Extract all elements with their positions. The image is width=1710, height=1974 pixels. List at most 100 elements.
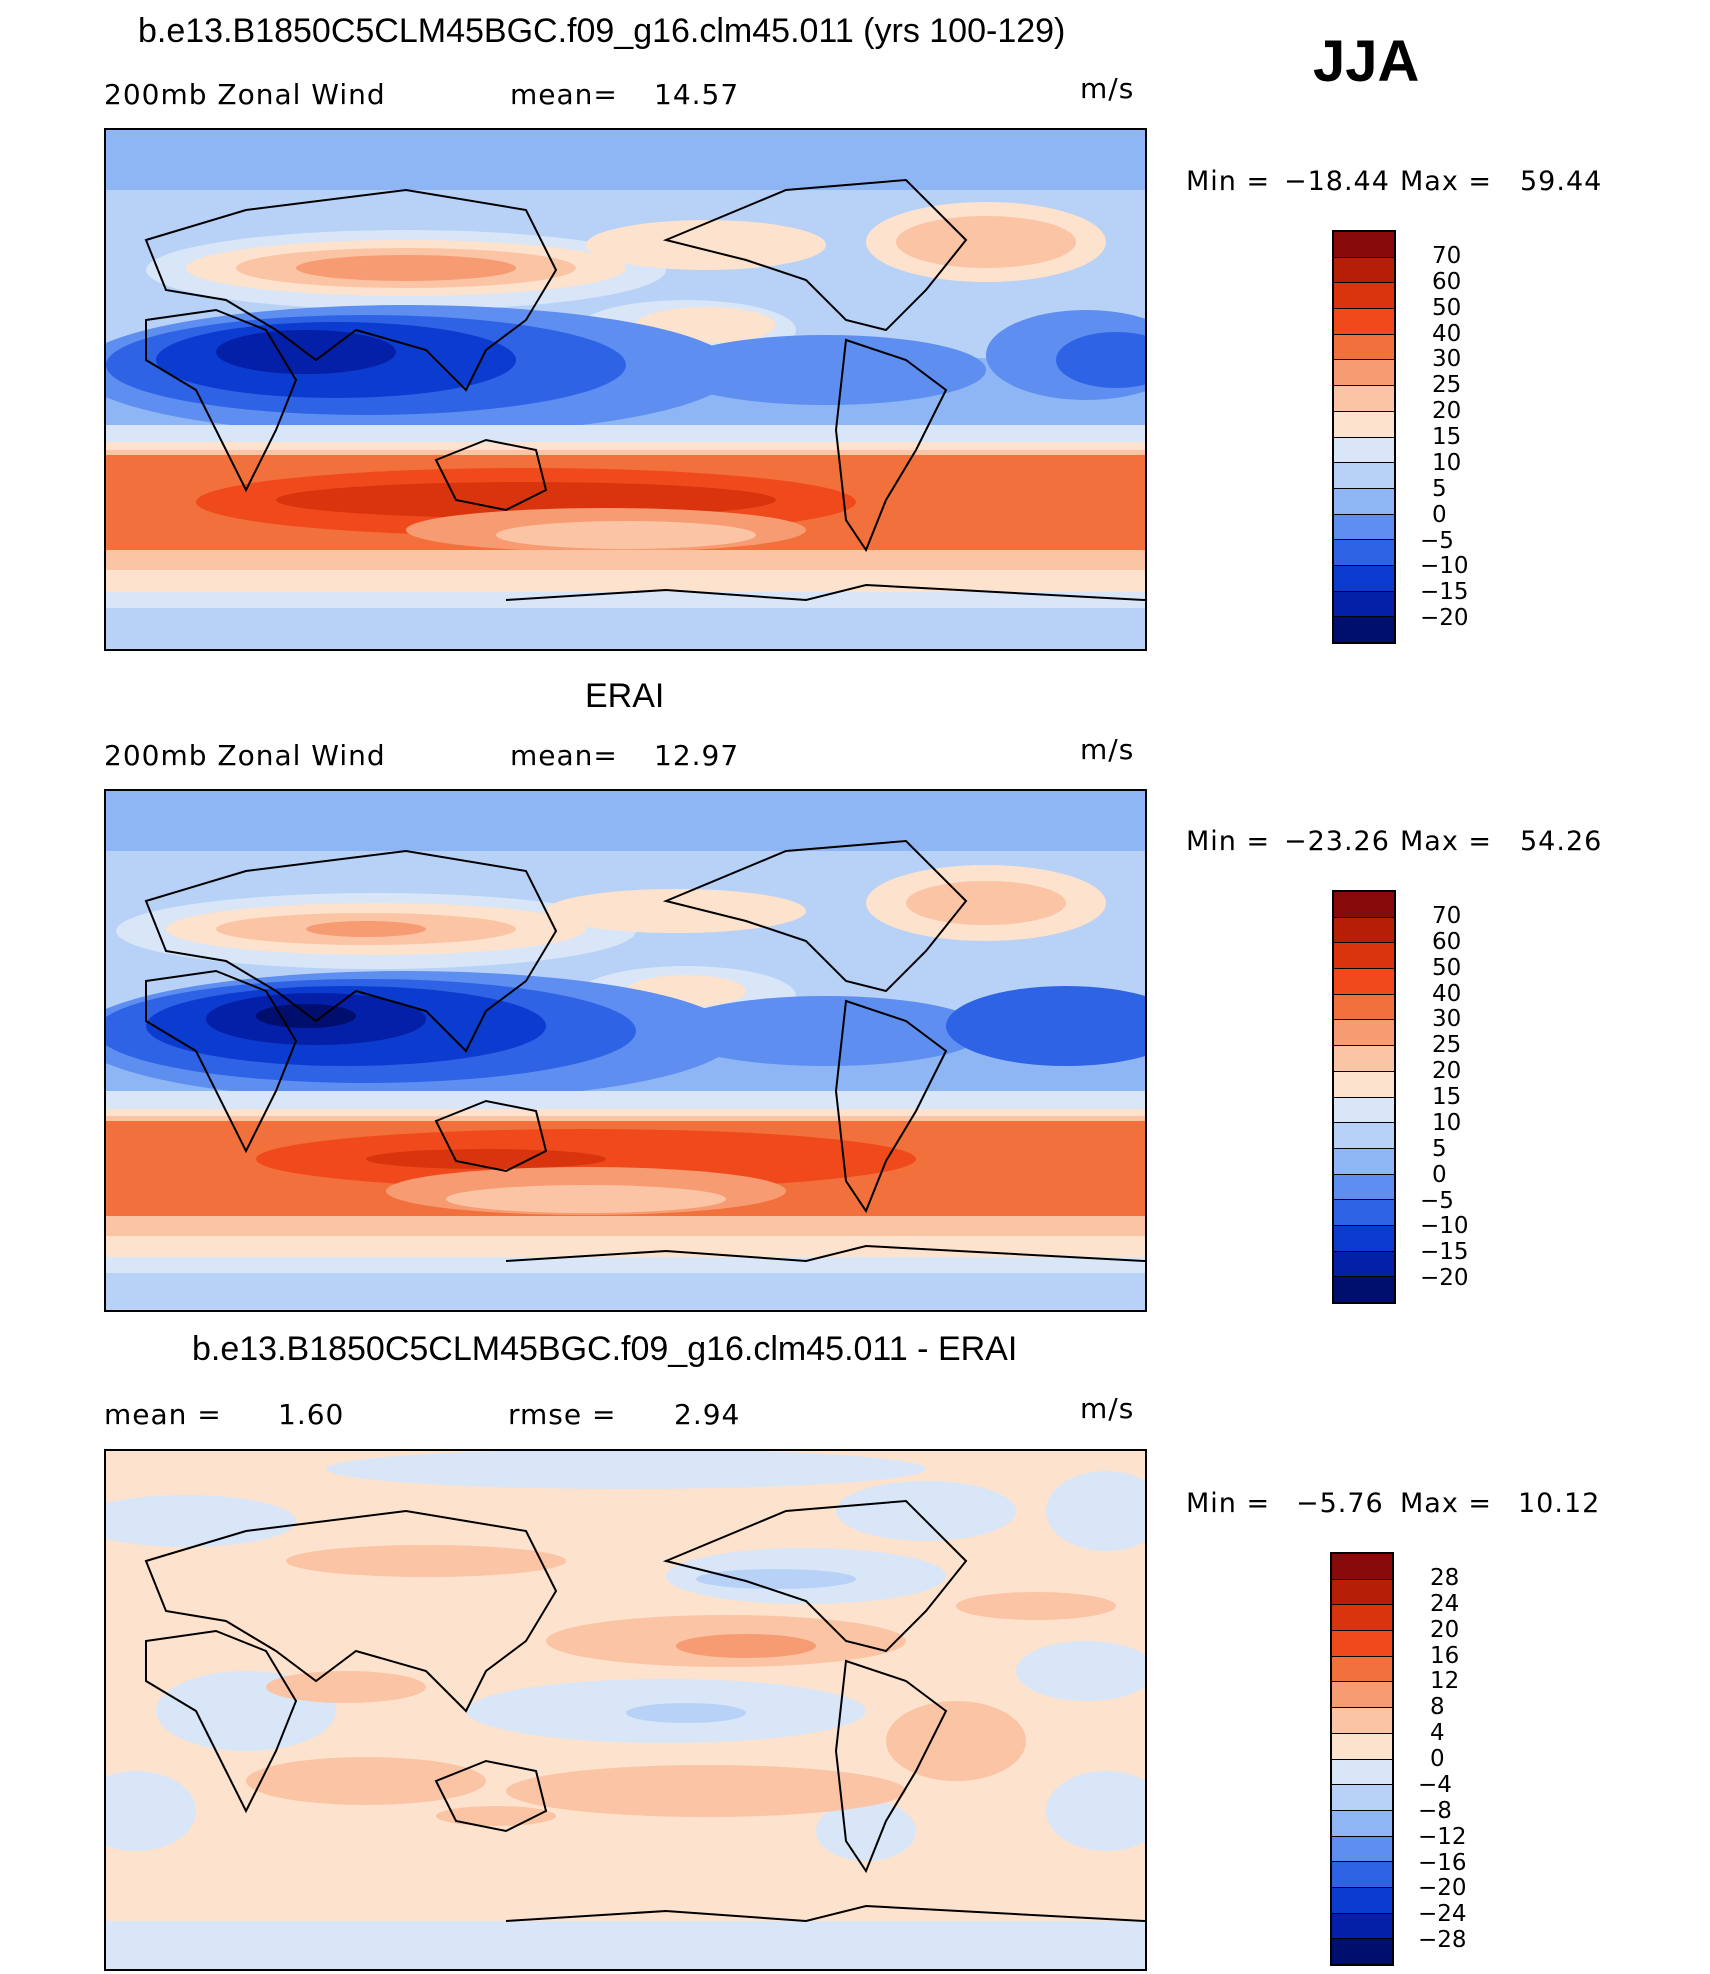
colorbar-tick-label: −28 bbox=[1418, 1927, 1467, 1954]
panel3-mean-label: mean = bbox=[104, 1398, 222, 1431]
colorbar-tick-label: −20 bbox=[1420, 605, 1469, 632]
panel3-units: m/s bbox=[1080, 1392, 1135, 1425]
panel2-min-label: Min = bbox=[1186, 826, 1271, 857]
colorbar-swatch bbox=[1334, 257, 1394, 284]
panel1-colorbar bbox=[1332, 230, 1396, 644]
colorbar-swatch bbox=[1334, 437, 1394, 464]
panel3-max-label: Max = bbox=[1400, 1488, 1493, 1519]
panel3-mean-value: 1.60 bbox=[278, 1398, 345, 1431]
panel3-min-value: −5.76 bbox=[1296, 1488, 1384, 1519]
colorbar-swatch bbox=[1334, 309, 1394, 335]
panel1-min-label: Min = bbox=[1186, 166, 1271, 197]
colorbar-swatch bbox=[1332, 1656, 1392, 1683]
colorbar-swatch bbox=[1332, 1887, 1392, 1914]
panel2-mean-value: 12.97 bbox=[654, 739, 740, 772]
colorbar-swatch bbox=[1332, 1939, 1392, 1964]
panel2-variable: 200mb Zonal Wind bbox=[104, 739, 386, 772]
colorbar-tick-label: −20 bbox=[1420, 1265, 1469, 1292]
colorbar-tick-label: 10 bbox=[1432, 1109, 1462, 1136]
colorbar-tick-label: 70 bbox=[1432, 902, 1462, 929]
panel2-title: ERAI bbox=[585, 677, 665, 715]
colorbar-tick-label: 60 bbox=[1432, 928, 1462, 955]
colorbar-tick-label: 40 bbox=[1432, 320, 1462, 347]
colorbar-swatch bbox=[1334, 1071, 1394, 1098]
panel1-title: b.e13.B1850C5CLM45BGC.f09_g16.clm45.011 … bbox=[138, 12, 1066, 50]
colorbar-swatch bbox=[1334, 1174, 1394, 1201]
colorbar-tick-label: 40 bbox=[1432, 980, 1462, 1007]
colorbar-tick-label: −15 bbox=[1420, 1239, 1469, 1266]
colorbar-tick-label: 0 bbox=[1432, 501, 1447, 528]
panel1-contour-field bbox=[106, 130, 1145, 649]
colorbar-swatch bbox=[1334, 488, 1394, 515]
colorbar-swatch bbox=[1334, 617, 1394, 642]
panel1-colorbar-labels: 70 60 50 40 30 25 20 15 10 5 0 −5 −10 −15 −20 bbox=[1420, 230, 1500, 644]
colorbar-swatch bbox=[1332, 1913, 1392, 1940]
colorbar-swatch bbox=[1332, 1631, 1392, 1657]
colorbar-tick-label: 24 bbox=[1430, 1590, 1460, 1617]
colorbar-swatch bbox=[1334, 917, 1394, 944]
colorbar-swatch bbox=[1334, 540, 1394, 566]
colorbar-swatch bbox=[1334, 969, 1394, 995]
colorbar-tick-label: −5 bbox=[1420, 527, 1454, 554]
colorbar-tick-label: 25 bbox=[1432, 1032, 1462, 1059]
panel3-colorbar-labels: 28 24 20 16 12 8 4 0 −4 −8 −12 −16 −20 −24 −28 bbox=[1418, 1552, 1498, 1966]
colorbar-swatch bbox=[1334, 1200, 1394, 1226]
colorbar-swatch bbox=[1334, 232, 1394, 258]
colorbar-tick-label: 30 bbox=[1432, 1006, 1462, 1033]
panel2-units: m/s bbox=[1080, 733, 1135, 766]
colorbar-swatch bbox=[1332, 1682, 1392, 1709]
colorbar-tick-label: 20 bbox=[1432, 1058, 1462, 1085]
colorbar-swatch bbox=[1334, 943, 1394, 970]
colorbar-swatch bbox=[1334, 334, 1394, 361]
colorbar-tick-label: 15 bbox=[1432, 1084, 1462, 1110]
colorbar-swatch bbox=[1334, 591, 1394, 618]
panel3-colorbar bbox=[1330, 1552, 1394, 1966]
panel3-rmse-label: rmse = bbox=[508, 1398, 617, 1431]
colorbar-swatch bbox=[1334, 1251, 1394, 1278]
panel2-max-label: Max = bbox=[1400, 826, 1493, 857]
colorbar-swatch bbox=[1332, 1605, 1392, 1632]
colorbar-swatch bbox=[1334, 1020, 1394, 1047]
colorbar-swatch bbox=[1332, 1785, 1392, 1811]
colorbar-tick-label: −5 bbox=[1420, 1187, 1454, 1214]
colorbar-tick-label: 25 bbox=[1432, 372, 1462, 399]
colorbar-swatch bbox=[1334, 283, 1394, 310]
colorbar-swatch bbox=[1334, 463, 1394, 489]
colorbar-tick-label: 30 bbox=[1432, 346, 1462, 373]
colorbar-swatch bbox=[1334, 565, 1394, 592]
colorbar-tick-label: −15 bbox=[1420, 579, 1469, 606]
colorbar-tick-label: 12 bbox=[1430, 1668, 1460, 1695]
colorbar-swatch bbox=[1332, 1810, 1392, 1837]
colorbar-tick-label: 15 bbox=[1432, 424, 1462, 450]
colorbar-tick-label: 16 bbox=[1430, 1642, 1460, 1669]
colorbar-swatch bbox=[1334, 1097, 1394, 1124]
colorbar-tick-label: 50 bbox=[1432, 294, 1462, 321]
panel1-max-value: 59.44 bbox=[1520, 166, 1603, 197]
colorbar-swatch bbox=[1334, 1148, 1394, 1175]
panel1-max-label: Max = bbox=[1400, 166, 1493, 197]
panel2-map bbox=[104, 789, 1147, 1312]
panel1-variable: 200mb Zonal Wind bbox=[104, 78, 386, 111]
colorbar-tick-label: 20 bbox=[1432, 398, 1462, 425]
panel2-mean-label: mean= bbox=[510, 739, 618, 772]
colorbar-tick-label: −20 bbox=[1418, 1875, 1467, 1902]
colorbar-swatch bbox=[1334, 1277, 1394, 1302]
colorbar-swatch bbox=[1334, 386, 1394, 412]
colorbar-tick-label: −8 bbox=[1418, 1797, 1452, 1824]
colorbar-tick-label: −10 bbox=[1420, 1213, 1469, 1240]
colorbar-tick-label: 50 bbox=[1432, 954, 1462, 981]
colorbar-swatch bbox=[1334, 411, 1394, 438]
colorbar-tick-label: 10 bbox=[1432, 449, 1462, 476]
colorbar-tick-label: 20 bbox=[1430, 1616, 1460, 1643]
panel3-rmse-value: 2.94 bbox=[674, 1398, 741, 1431]
colorbar-tick-label: −16 bbox=[1418, 1849, 1467, 1876]
panel3-contour-field bbox=[106, 1451, 1145, 1969]
panel2-max-value: 54.26 bbox=[1520, 826, 1603, 857]
panel1-mean-label: mean= bbox=[510, 78, 618, 111]
colorbar-tick-label: −4 bbox=[1418, 1771, 1452, 1798]
colorbar-swatch bbox=[1332, 1708, 1392, 1734]
colorbar-swatch bbox=[1332, 1554, 1392, 1580]
panel3-min-label: Min = bbox=[1186, 1488, 1271, 1519]
colorbar-tick-label: −10 bbox=[1420, 553, 1469, 580]
panel1-units: m/s bbox=[1080, 72, 1135, 105]
